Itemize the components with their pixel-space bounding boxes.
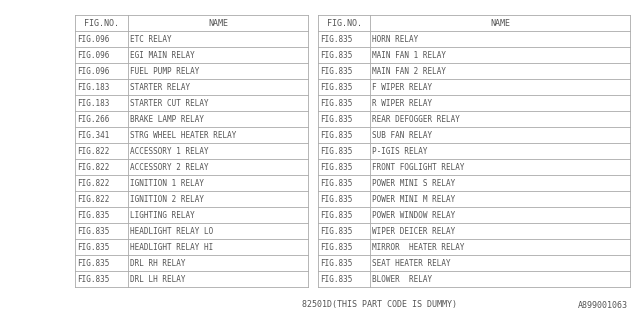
Text: 82501D(THIS PART CODE IS DUMMY): 82501D(THIS PART CODE IS DUMMY) <box>303 300 458 309</box>
Text: FIG.096: FIG.096 <box>77 67 109 76</box>
Text: DRL RH RELAY: DRL RH RELAY <box>130 259 186 268</box>
Text: FIG.835: FIG.835 <box>320 83 353 92</box>
Text: HEADLIGHT RELAY LO: HEADLIGHT RELAY LO <box>130 227 213 236</box>
Text: FIG.835: FIG.835 <box>77 243 109 252</box>
Text: FIG.835: FIG.835 <box>320 35 353 44</box>
Text: POWER MINI M RELAY: POWER MINI M RELAY <box>372 195 455 204</box>
Text: IGNITION 2 RELAY: IGNITION 2 RELAY <box>130 195 204 204</box>
Text: ETC RELAY: ETC RELAY <box>130 35 172 44</box>
Text: FIG.835: FIG.835 <box>320 51 353 60</box>
Text: BLOWER  RELAY: BLOWER RELAY <box>372 275 432 284</box>
Text: FIG.835: FIG.835 <box>320 147 353 156</box>
Text: ACCESSORY 2 RELAY: ACCESSORY 2 RELAY <box>130 163 209 172</box>
Text: FIG.835: FIG.835 <box>77 211 109 220</box>
Text: F WIPER RELAY: F WIPER RELAY <box>372 83 432 92</box>
Text: SEAT HEATER RELAY: SEAT HEATER RELAY <box>372 259 451 268</box>
Text: FIG.835: FIG.835 <box>77 275 109 284</box>
Text: FIG.835: FIG.835 <box>320 131 353 140</box>
Text: ACCESSORY 1 RELAY: ACCESSORY 1 RELAY <box>130 147 209 156</box>
Text: FIG.835: FIG.835 <box>77 259 109 268</box>
Text: BRAKE LAMP RELAY: BRAKE LAMP RELAY <box>130 115 204 124</box>
Text: MAIN FAN 1 RELAY: MAIN FAN 1 RELAY <box>372 51 446 60</box>
Text: NAME: NAME <box>490 19 510 28</box>
Text: FIG.835: FIG.835 <box>320 243 353 252</box>
Text: R WIPER RELAY: R WIPER RELAY <box>372 99 432 108</box>
Text: FIG.096: FIG.096 <box>77 51 109 60</box>
Text: MIRROR  HEATER RELAY: MIRROR HEATER RELAY <box>372 243 465 252</box>
Text: FIG.266: FIG.266 <box>77 115 109 124</box>
Text: SUB FAN RELAY: SUB FAN RELAY <box>372 131 432 140</box>
Text: FIG.835: FIG.835 <box>320 227 353 236</box>
Text: FIG.822: FIG.822 <box>77 179 109 188</box>
Text: FIG.835: FIG.835 <box>320 275 353 284</box>
Text: A899001063: A899001063 <box>578 300 628 309</box>
Text: FIG.822: FIG.822 <box>77 195 109 204</box>
Text: HEADLIGHT RELAY HI: HEADLIGHT RELAY HI <box>130 243 213 252</box>
Text: FIG.822: FIG.822 <box>77 147 109 156</box>
Text: FIG.835: FIG.835 <box>320 259 353 268</box>
Text: FIG.835: FIG.835 <box>320 179 353 188</box>
Text: STARTER CUT RELAY: STARTER CUT RELAY <box>130 99 209 108</box>
Text: FRONT FOGLIGHT RELAY: FRONT FOGLIGHT RELAY <box>372 163 465 172</box>
Text: FIG.183: FIG.183 <box>77 83 109 92</box>
Text: FIG.835: FIG.835 <box>320 211 353 220</box>
Text: NAME: NAME <box>208 19 228 28</box>
Text: FIG.835: FIG.835 <box>320 99 353 108</box>
Text: STARTER RELAY: STARTER RELAY <box>130 83 190 92</box>
Text: HORN RELAY: HORN RELAY <box>372 35 419 44</box>
Text: IGNITION 1 RELAY: IGNITION 1 RELAY <box>130 179 204 188</box>
Text: FUEL PUMP RELAY: FUEL PUMP RELAY <box>130 67 200 76</box>
Text: FIG.NO.: FIG.NO. <box>326 19 362 28</box>
Text: POWER MINI S RELAY: POWER MINI S RELAY <box>372 179 455 188</box>
Text: FIG.835: FIG.835 <box>320 195 353 204</box>
Text: POWER WINDOW RELAY: POWER WINDOW RELAY <box>372 211 455 220</box>
Text: LIGHTING RELAY: LIGHTING RELAY <box>130 211 195 220</box>
Text: FIG.096: FIG.096 <box>77 35 109 44</box>
Text: FIG.822: FIG.822 <box>77 163 109 172</box>
Text: P-IGIS RELAY: P-IGIS RELAY <box>372 147 428 156</box>
Text: MAIN FAN 2 RELAY: MAIN FAN 2 RELAY <box>372 67 446 76</box>
Text: DRL LH RELAY: DRL LH RELAY <box>130 275 186 284</box>
Text: WIPER DEICER RELAY: WIPER DEICER RELAY <box>372 227 455 236</box>
Text: REAR DEFOGGER RELAY: REAR DEFOGGER RELAY <box>372 115 460 124</box>
Text: FIG.341: FIG.341 <box>77 131 109 140</box>
Text: FIG.835: FIG.835 <box>77 227 109 236</box>
Text: FIG.835: FIG.835 <box>320 67 353 76</box>
Text: FIG.183: FIG.183 <box>77 99 109 108</box>
Text: STRG WHEEL HEATER RELAY: STRG WHEEL HEATER RELAY <box>130 131 236 140</box>
Text: FIG.NO.: FIG.NO. <box>84 19 119 28</box>
Text: EGI MAIN RELAY: EGI MAIN RELAY <box>130 51 195 60</box>
Text: FIG.835: FIG.835 <box>320 115 353 124</box>
Text: FIG.835: FIG.835 <box>320 163 353 172</box>
